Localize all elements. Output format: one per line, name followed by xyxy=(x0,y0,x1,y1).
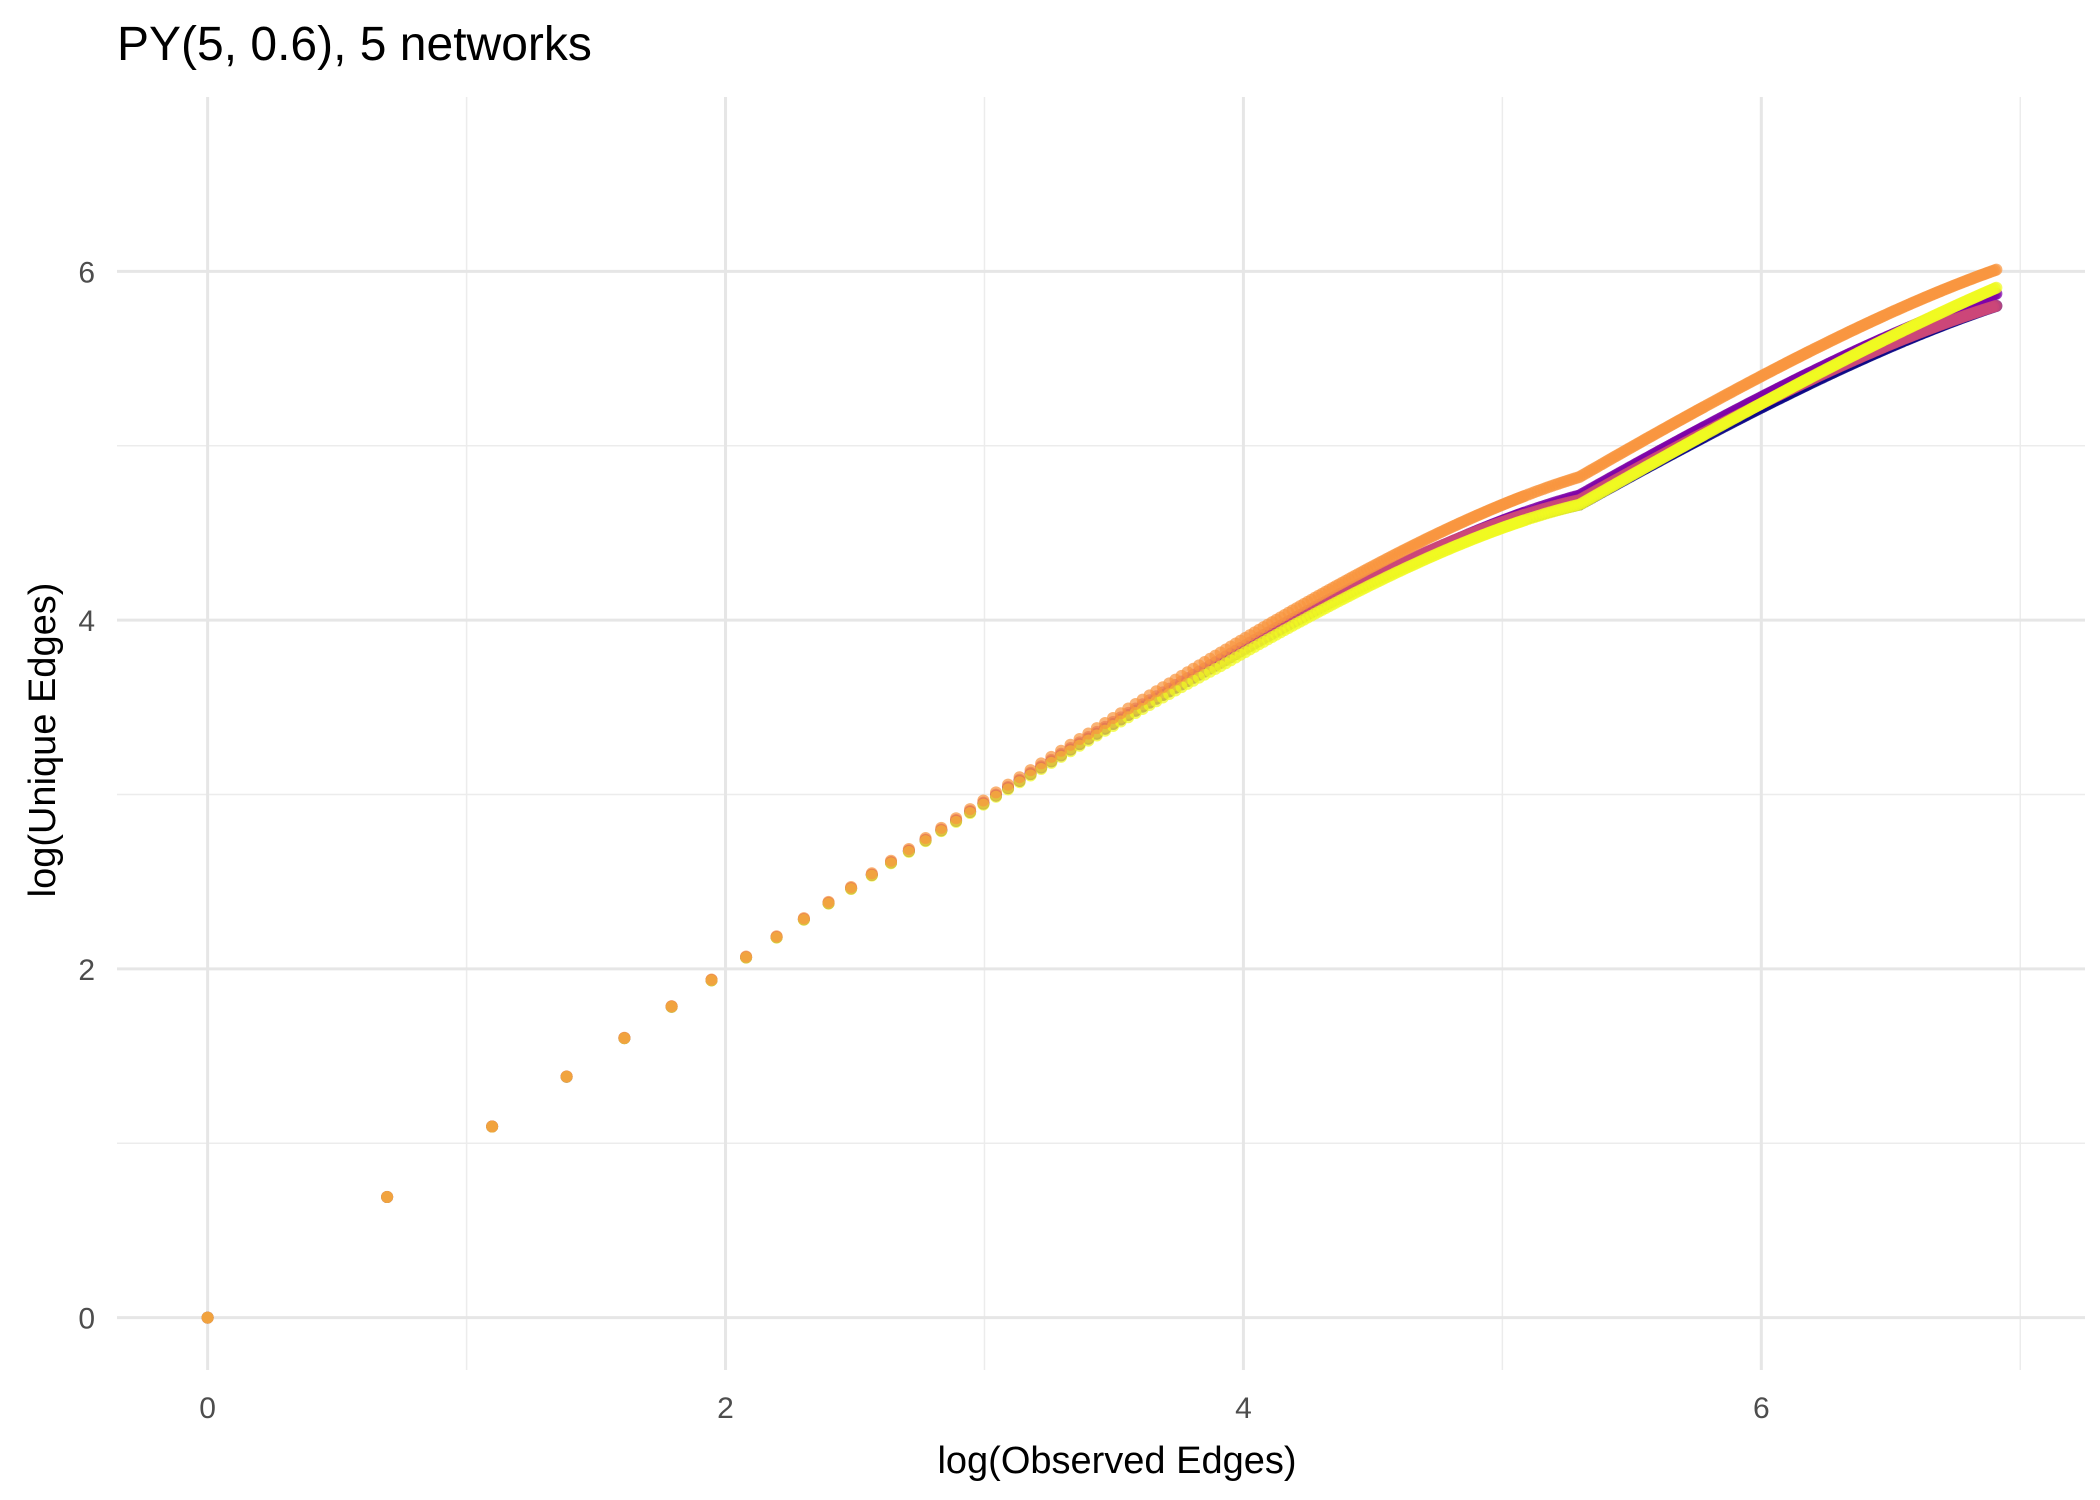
x-tick-label: 6 xyxy=(1753,1392,1770,1425)
data-point xyxy=(950,812,963,825)
data-point xyxy=(1990,263,2003,276)
data-point xyxy=(1013,771,1026,784)
series-4 xyxy=(201,281,2003,1324)
data-point xyxy=(740,950,753,963)
series-layer xyxy=(201,263,2003,1324)
data-point xyxy=(919,832,932,845)
x-tick-label: 2 xyxy=(717,1392,734,1425)
grid-minor xyxy=(117,97,2085,1370)
data-point xyxy=(770,930,783,943)
data-point xyxy=(977,794,990,807)
data-point xyxy=(865,867,878,880)
data-point xyxy=(1024,764,1037,777)
data-point xyxy=(964,803,977,816)
chart-title: PY(5, 0.6), 5 networks xyxy=(117,18,592,71)
data-point xyxy=(705,973,718,986)
data-point xyxy=(665,1000,678,1013)
grid-major xyxy=(117,97,2085,1370)
x-tick-label: 4 xyxy=(1235,1392,1252,1425)
series-0 xyxy=(201,299,2003,1324)
data-point xyxy=(1073,733,1086,745)
data-point xyxy=(201,1311,214,1324)
data-point xyxy=(1055,744,1068,757)
data-point xyxy=(1990,281,2003,294)
y-tick-label: 6 xyxy=(78,256,95,289)
x-tick-labels: 0 2 4 6 xyxy=(199,1392,1769,1425)
data-point xyxy=(845,880,858,893)
data-point xyxy=(1035,757,1048,770)
data-point xyxy=(1990,299,2003,312)
series-1 xyxy=(201,287,2003,1324)
data-point xyxy=(902,842,915,855)
y-tick-label: 4 xyxy=(78,605,95,638)
data-point xyxy=(1045,750,1058,763)
y-tick-labels: 0 2 4 6 xyxy=(78,256,95,1335)
series-3 xyxy=(201,263,2003,1324)
data-point xyxy=(885,854,898,867)
data-point xyxy=(560,1070,573,1083)
y-tick-label: 0 xyxy=(78,1303,95,1336)
data-point xyxy=(1064,738,1077,751)
data-point xyxy=(1002,778,1015,791)
y-axis-title: log(Unique Edges) xyxy=(22,583,64,898)
data-point xyxy=(990,786,1002,799)
data-point xyxy=(935,821,948,834)
data-point xyxy=(797,912,810,925)
data-point xyxy=(618,1031,631,1044)
data-point xyxy=(822,895,835,908)
series-2 xyxy=(201,299,2003,1324)
x-tick-label: 0 xyxy=(199,1392,216,1425)
data-point xyxy=(381,1190,394,1203)
x-axis-title: log(Observed Edges) xyxy=(937,1440,1296,1482)
y-tick-label: 2 xyxy=(78,954,95,987)
data-point xyxy=(486,1120,499,1133)
